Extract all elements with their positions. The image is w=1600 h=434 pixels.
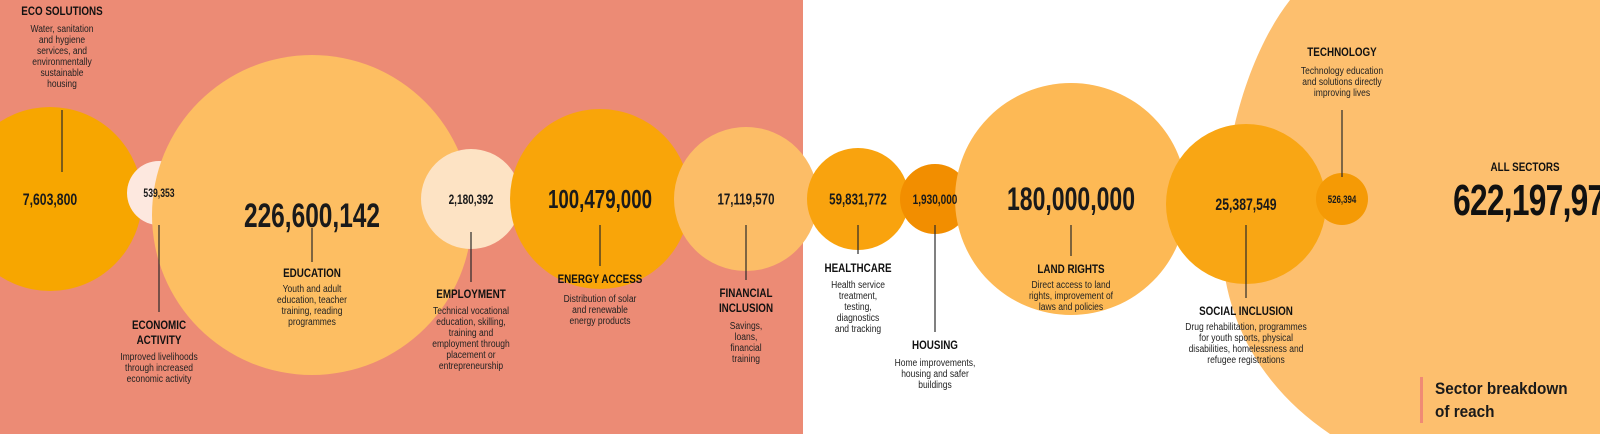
label-healthcare: HEALTHCARE (824, 261, 892, 275)
label-social-inclusion: SOCIAL INCLUSION (1199, 304, 1293, 318)
description-employment: Technical vocational education, skilling… (432, 306, 510, 372)
label-land-rights: LAND RIGHTS (1037, 262, 1105, 276)
total-label: ALL SECTORS (1490, 160, 1560, 174)
bubble-financial-inclusion (674, 127, 818, 271)
value-eco-solutions: 7,603,800 (23, 191, 77, 209)
label-economic-activity: ECONOMIC ACTIVITY (131, 318, 187, 347)
label-housing: HOUSING (912, 338, 958, 352)
label-employment: EMPLOYMENT (436, 287, 506, 301)
description-energy-access: Distribution of solar and renewable ener… (563, 294, 637, 327)
label-education: EDUCATION (283, 266, 341, 280)
description-housing: Home improvements, housing and safer bui… (894, 358, 976, 391)
description-healthcare: Health service treatment, testing, diagn… (831, 280, 885, 335)
label-financial-inclusion: FINANCIAL INCLUSION (718, 286, 774, 315)
value-healthcare: 59,831,772 (829, 190, 887, 208)
bubble-employment (421, 149, 521, 249)
description-social-inclusion: Drug rehabilitation, programmes for yout… (1185, 322, 1307, 366)
description-economic-activity: Improved livelihoods through increased e… (120, 352, 198, 385)
bubble-education (152, 55, 472, 375)
bubble-technology (1316, 173, 1368, 225)
description-financial-inclusion: Savings, loans, financial training (729, 321, 763, 365)
chart-title: Sector breakdown of reach (1435, 379, 1568, 421)
value-housing: 1,930,000 (913, 191, 958, 207)
right-blob-background (1221, 0, 1600, 434)
value-financial-inclusion: 17,119,570 (717, 190, 774, 208)
description-land-rights: Direct access to land rights, improvemen… (1028, 280, 1114, 313)
value-employment: 2,180,392 (449, 191, 494, 207)
value-technology: 526,394 (1328, 194, 1357, 207)
value-social-inclusion: 25,387,549 (1215, 196, 1276, 214)
value-economic-activity: 539,353 (143, 188, 174, 201)
value-land-rights: 180,000,000 (1007, 182, 1135, 218)
label-eco-solutions: ECO SOLUTIONS (21, 4, 103, 18)
value-energy-access: 100,479,000 (548, 184, 652, 214)
total-value: 622,197,972 (1453, 176, 1600, 225)
bubble-housing (900, 164, 970, 234)
bubble-healthcare (807, 148, 909, 250)
chart-title-block: Sector breakdown of reach (1420, 377, 1582, 423)
bubble-eco-solutions (0, 107, 142, 291)
bubble-social-inclusion (1166, 124, 1326, 284)
bubble-energy-access (510, 109, 690, 289)
description-education: Youth and adult education, teacher train… (277, 284, 347, 328)
description-eco-solutions: Water, sanitation and hygiene services, … (30, 24, 94, 90)
bubble-land-rights (955, 83, 1187, 315)
label-energy-access: ENERGY ACCESS (557, 272, 643, 286)
label-technology: TECHNOLOGY (1307, 45, 1377, 59)
description-technology: Technology education and solutions direc… (1300, 66, 1384, 99)
value-education: 226,600,142 (244, 197, 380, 235)
